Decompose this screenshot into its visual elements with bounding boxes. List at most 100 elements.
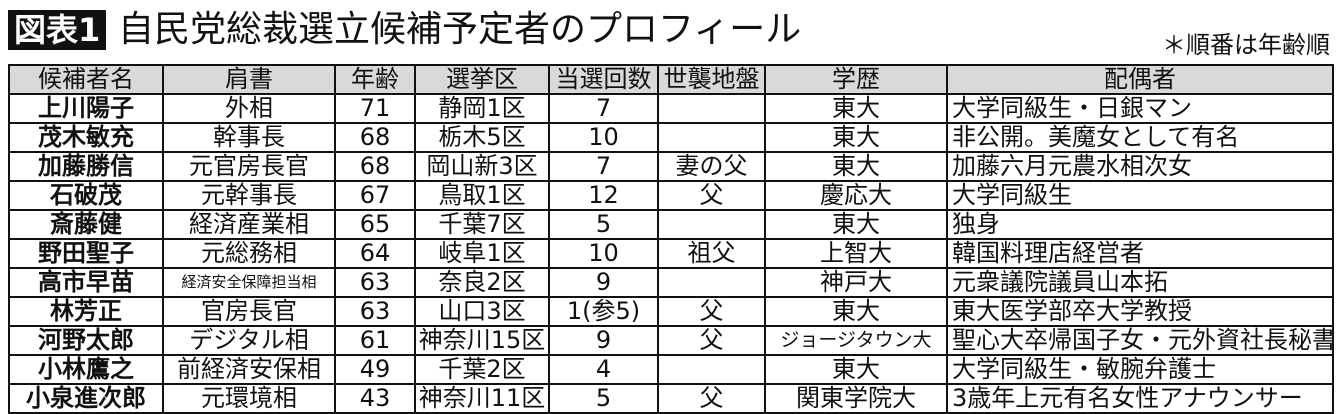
cell-spouse: 大学同級生 <box>946 180 1334 211</box>
cell-name: 加藤勝信 <box>8 151 164 182</box>
table-row: 斎藤健 経済産業相 65 千葉7区 5 東大 独身 <box>8 209 1334 240</box>
cell-inherited <box>657 122 766 153</box>
column-header-wins: 当選回数 <box>548 64 659 95</box>
cell-age: 68 <box>334 122 416 153</box>
cell-title: 元幹事長 <box>162 180 336 211</box>
cell-wins: 5 <box>548 209 659 240</box>
cell-district: 千葉7区 <box>414 209 550 240</box>
table-row: 小林鷹之 前経済安保相 49 千葉2区 4 東大 大学同級生・敏腕弁護士 <box>8 354 1334 385</box>
cell-education: 東大 <box>764 209 948 240</box>
cell-inherited <box>657 93 766 124</box>
cell-name: 石破茂 <box>8 180 164 211</box>
cell-wins: 9 <box>548 267 659 298</box>
cell-inherited: 父 <box>657 296 766 327</box>
table-row: 河野太郎 デジタル相 61 神奈川15区 9 父ジョージタウン大 聖心大卒帰国子女・元外資社… <box>8 325 1334 356</box>
cell-inherited: 父 <box>657 383 766 414</box>
cell-education: 慶応大 <box>764 180 948 211</box>
cell-inherited: 妻の父 <box>657 151 766 182</box>
cell-title: 官房長官 <box>162 296 336 327</box>
cell-name: 茂木敏充 <box>8 122 164 153</box>
cell-wins: 12 <box>548 180 659 211</box>
cell-education: 上智大 <box>764 238 948 269</box>
cell-spouse: 韓国料理店経営者 <box>946 238 1334 269</box>
cell-spouse: 元衆議院議員山本拓 <box>946 267 1334 298</box>
cell-inherited <box>657 267 766 298</box>
cell-title: 経済安全保障担当相 <box>162 267 336 298</box>
cell-title: 元官房長官 <box>162 151 336 182</box>
cell-name: 斎藤健 <box>8 209 164 240</box>
cell-education: 関東学院大 <box>764 383 948 414</box>
cell-name: 上川陽子 <box>8 93 164 124</box>
table-header-row: 候補者名 肩書 年齢 選挙区 当選回数 世襲地盤 学歴 配偶者 <box>8 64 1334 95</box>
cell-name: 高市早苗 <box>8 267 164 298</box>
cell-name: 河野太郎 <box>8 325 164 356</box>
cell-education: 東大 <box>764 354 948 385</box>
cell-age: 67 <box>334 180 416 211</box>
table-row: 上川陽子 外相 71 静岡1区 7 東大 大学同級生・日銀マン <box>8 93 1334 124</box>
cell-spouse: 非公開。美魔女として有名 <box>946 122 1334 153</box>
cell-wins: 7 <box>548 93 659 124</box>
cell-education: ジョージタウン大 <box>764 325 948 356</box>
cell-title: 幹事長 <box>162 122 336 153</box>
cell-district: 神奈川15区 <box>414 325 550 356</box>
cell-district: 鳥取1区 <box>414 180 550 211</box>
cell-age: 71 <box>334 93 416 124</box>
cell-education: 東大 <box>764 296 948 327</box>
cell-district: 千葉2区 <box>414 354 550 385</box>
cell-district: 岡山新3区 <box>414 151 550 182</box>
cell-spouse: 加藤六月元農水相次女 <box>946 151 1334 182</box>
column-header-title: 肩書 <box>162 64 336 95</box>
cell-district: 神奈川11区 <box>414 383 550 414</box>
cell-district: 岐阜1区 <box>414 238 550 269</box>
cell-age: 63 <box>334 296 416 327</box>
cell-spouse: 東大医学部卒大学教授 <box>946 296 1334 327</box>
table-row: 石破茂 元幹事長 67 鳥取1区 12 父慶応大 大学同級生 <box>8 180 1334 211</box>
cell-age: 61 <box>334 325 416 356</box>
cell-spouse: 大学同級生・日銀マン <box>946 93 1334 124</box>
figure-badge: 図表1 <box>8 10 107 50</box>
cell-title: 元総務相 <box>162 238 336 269</box>
table-row: 林芳正 官房長官 63 山口3区 1(参5) 父東大 東大医学部卒大学教授 <box>8 296 1334 327</box>
column-header-spouse: 配偶者 <box>946 64 1334 95</box>
sort-note: ＊順番は年齢順 <box>1162 31 1330 59</box>
column-header-district: 選挙区 <box>414 64 550 95</box>
cell-name: 小林鷹之 <box>8 354 164 385</box>
cell-title: 外相 <box>162 93 336 124</box>
cell-title: 前経済安保相 <box>162 354 336 385</box>
cell-education: 東大 <box>764 122 948 153</box>
column-header-education: 学歴 <box>764 64 948 95</box>
column-header-inherited: 世襲地盤 <box>657 64 766 95</box>
cell-wins: 7 <box>548 151 659 182</box>
table-row: 高市早苗 経済安全保障担当相 63 奈良2区 9 神戸大 元衆議院議員山本拓 <box>8 267 1334 298</box>
table-row: 小泉進次郎 元環境相 43 神奈川11区 5 父関東学院大 3歳年上元有名女性アナウンサー <box>8 383 1334 414</box>
cell-inherited: 父 <box>657 180 766 211</box>
cell-wins: 5 <box>548 383 659 414</box>
cell-age: 65 <box>334 209 416 240</box>
cell-spouse: 独身 <box>946 209 1334 240</box>
cell-wins: 10 <box>548 238 659 269</box>
cell-spouse: 3歳年上元有名女性アナウンサー <box>946 383 1334 414</box>
cell-inherited: 祖父 <box>657 238 766 269</box>
cell-age: 68 <box>334 151 416 182</box>
page-title: 自民党総裁選立候補予定者のプロフィール <box>118 9 802 50</box>
table-row: 加藤勝信 元官房長官 68 岡山新3区 7 妻の父 東大 加藤六月元農水相次女 <box>8 151 1334 182</box>
cell-wins: 1(参5) <box>548 296 659 327</box>
cell-spouse: 聖心大卒帰国子女・元外資社長秘書 <box>946 325 1334 356</box>
cell-education: 東大 <box>764 151 948 182</box>
column-header-age: 年齢 <box>334 64 416 95</box>
cell-inherited: 父 <box>657 325 766 356</box>
table-row: 茂木敏充 幹事長 68 栃木5区 10 東大 非公開。美魔女として有名 <box>8 122 1334 153</box>
cell-district: 奈良2区 <box>414 267 550 298</box>
cell-education: 神戸大 <box>764 267 948 298</box>
table-row: 野田聖子 元総務相 64 岐阜1区 10 祖父 上智大 韓国料理店経営者 <box>8 238 1334 269</box>
cell-age: 43 <box>334 383 416 414</box>
cell-age: 49 <box>334 354 416 385</box>
cell-wins: 9 <box>548 325 659 356</box>
cell-age: 64 <box>334 238 416 269</box>
cell-inherited <box>657 209 766 240</box>
cell-district: 山口3区 <box>414 296 550 327</box>
candidate-table: 候補者名 肩書 年齢 選挙区 当選回数 世襲地盤 学歴 配偶者 上川陽子 外相 71 静岡1区 7 東大… <box>8 64 1334 414</box>
cell-inherited <box>657 354 766 385</box>
cell-district: 静岡1区 <box>414 93 550 124</box>
cell-title: 経済産業相 <box>162 209 336 240</box>
